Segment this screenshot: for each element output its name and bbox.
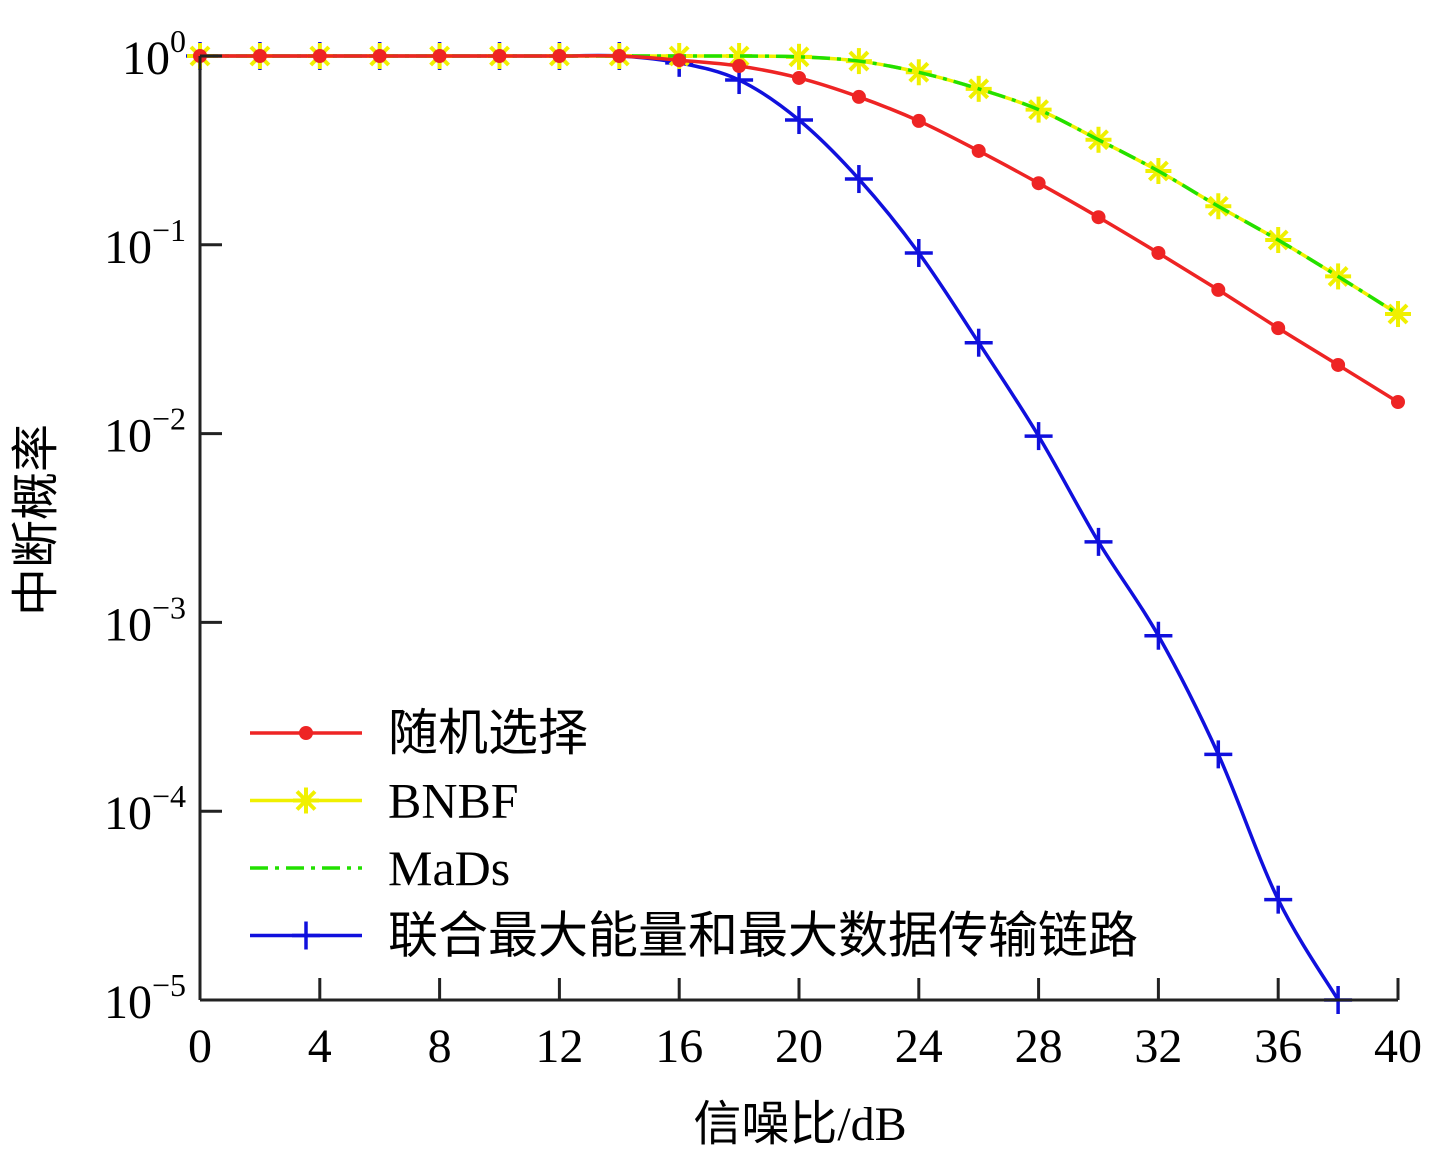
legend-label: 随机选择 [388, 705, 588, 761]
series-0 [193, 49, 1405, 410]
data-point-dot [1211, 282, 1226, 297]
data-point-plus [1204, 740, 1233, 769]
data-point-plus [1144, 621, 1173, 650]
data-point-dot [911, 113, 926, 128]
legend: 随机选择 BNBF MaDs 联合最大能量和最大数据传输链路 [250, 705, 1138, 964]
series-line [200, 54, 1399, 316]
x-tick-label: 16 [655, 1020, 703, 1073]
x-tick-label: 28 [1015, 1020, 1063, 1073]
series-layer [186, 42, 1411, 1014]
data-point-dot [1151, 245, 1166, 260]
data-point-dot [1091, 210, 1106, 225]
x-tick-label: 20 [775, 1020, 823, 1073]
y-tick-base: 10 [104, 976, 152, 1029]
x-tick-label: 32 [1134, 1020, 1182, 1073]
series-line [200, 53, 1340, 1001]
data-point-dot [299, 726, 313, 740]
legend-label: 联合最大能量和最大数据传输链路 [388, 908, 1138, 964]
y-tick-base: 10 [104, 410, 152, 463]
data-point-dot [851, 89, 866, 104]
x-tick-label: 8 [428, 1020, 452, 1073]
data-point-plus [292, 921, 320, 950]
data-point-dot [612, 49, 627, 63]
data-point-plus [785, 106, 813, 135]
x-tick-label: 12 [535, 1020, 583, 1073]
y-tick-base: 10 [122, 32, 170, 85]
legend-entry: 联合最大能量和最大数据传输链路 [250, 908, 1138, 964]
data-point-dot [1271, 321, 1286, 336]
y-tick-label: 10−5 [104, 967, 186, 1029]
x-tick-label: 24 [895, 1020, 943, 1073]
data-point-plus [844, 165, 873, 194]
y-tick-exponent: −2 [152, 401, 186, 437]
data-point-dot [1331, 357, 1346, 372]
data-point-plus [1084, 527, 1113, 556]
data-point-dot [1391, 395, 1405, 410]
series-line [200, 54, 1399, 316]
data-point-dot [792, 70, 806, 85]
data-point-dot [432, 49, 447, 63]
legend-label: MaDs [388, 840, 510, 896]
data-point-dot [552, 49, 567, 63]
data-point-dot [312, 49, 327, 63]
series-1 [187, 43, 1411, 328]
x-tick-label: 40 [1374, 1020, 1422, 1073]
data-point-dot [372, 49, 387, 63]
data-point-dot [971, 143, 986, 158]
y-tick-base: 10 [104, 221, 152, 274]
data-point-plus [1024, 422, 1053, 451]
series-2 [200, 54, 1399, 316]
y-tick-label: 10−2 [104, 401, 186, 463]
x-axis-label: 信噪比/dB [693, 1098, 906, 1151]
legend-entry: BNBF [250, 773, 519, 829]
y-tick-label: 10−4 [104, 778, 186, 840]
y-tick-label: 10−1 [104, 212, 186, 274]
data-point-plus [904, 238, 933, 267]
x-tick-label: 4 [308, 1020, 332, 1073]
y-tick-exponent: −1 [152, 212, 186, 248]
data-point-dot [492, 49, 507, 63]
ticks: 0 4 8 12 16 20 24 28 32 36 4010010−110−210−310−410… [104, 23, 1422, 1073]
data-point-dot [1031, 176, 1046, 191]
data-point-asterisk [293, 787, 319, 814]
y-tick-exponent: −4 [152, 778, 186, 814]
y-tick-label: 100 [122, 23, 186, 85]
data-point-dot [672, 53, 687, 68]
legend-entry: 随机选择 [250, 705, 588, 761]
y-tick-exponent: 0 [170, 23, 186, 59]
y-tick-base: 10 [104, 598, 152, 651]
y-tick-base: 10 [104, 787, 152, 840]
data-point-plus [964, 328, 993, 357]
y-tick-exponent: −3 [152, 589, 186, 625]
legend-label: BNBF [388, 773, 519, 829]
x-tick-label: 0 [188, 1020, 212, 1073]
data-point-dot [732, 59, 747, 74]
y-tick-label: 10−3 [104, 589, 186, 651]
y-tick-exponent: −5 [152, 967, 186, 1003]
data-point-dot [252, 49, 267, 63]
legend-entry: MaDs [250, 840, 510, 896]
data-point-asterisk [1385, 301, 1411, 328]
data-point-plus [1264, 885, 1293, 914]
y-axis-label: 中断概率 [10, 424, 63, 616]
x-tick-label: 36 [1254, 1020, 1302, 1073]
